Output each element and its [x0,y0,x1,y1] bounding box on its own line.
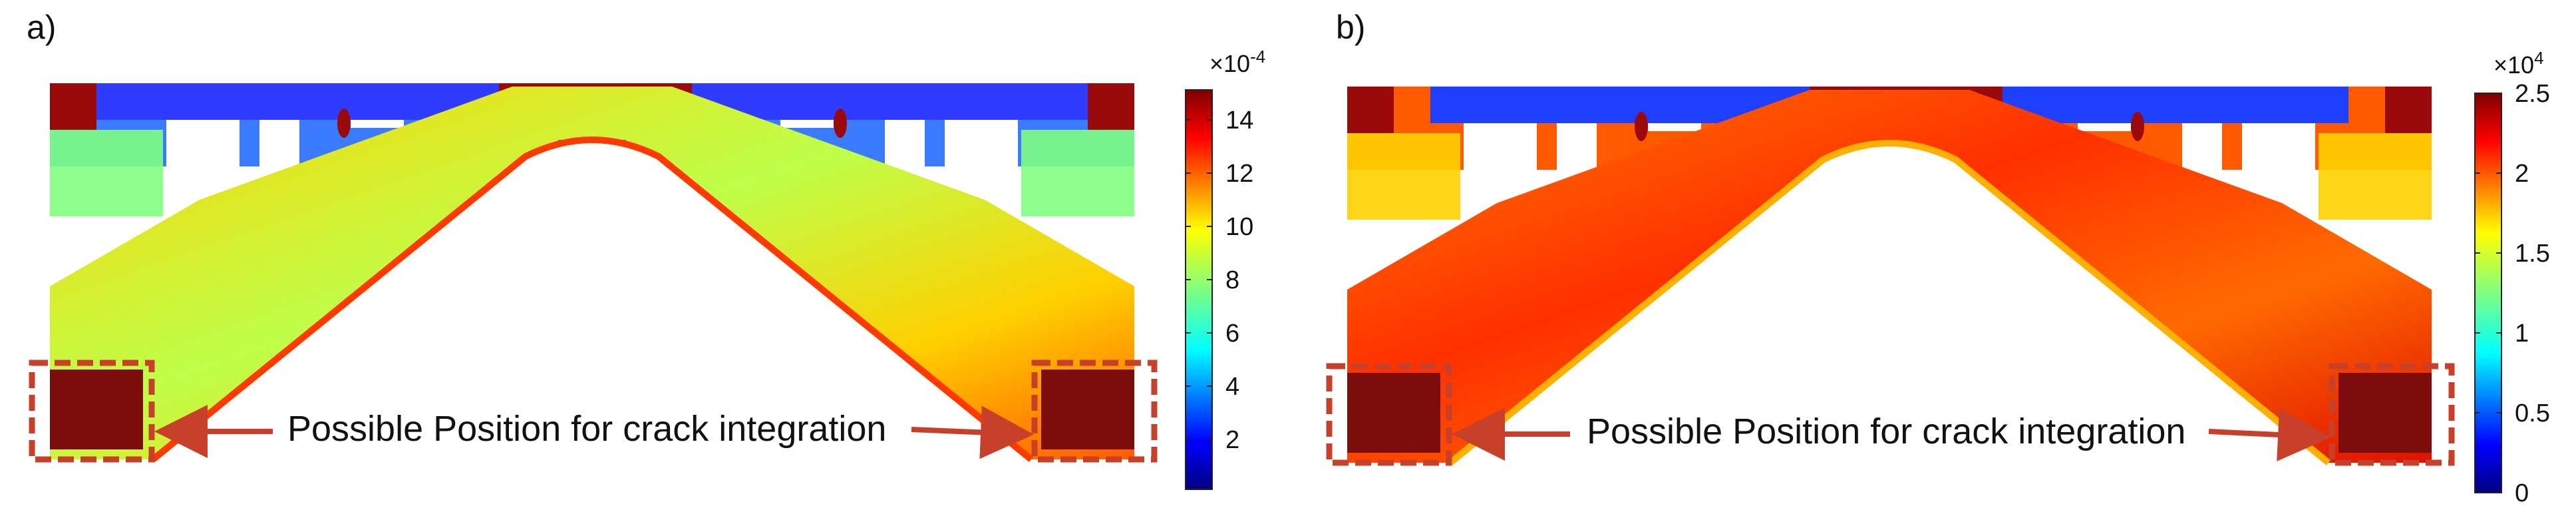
crack-slit-left-b [1635,112,1648,141]
crack-region-box-left-b [1326,363,1452,466]
diagonal-legs-b [1347,90,2432,463]
corner-hotspot-left-a [50,370,143,449]
colorbar-scale-a: ×10-4 [1209,47,1265,77]
colorbar-tick-label: 8 [1225,266,1239,294]
structure-a [50,83,1134,462]
structure-b [1347,87,2432,465]
colorbar-tick-label: 2.5 [2515,80,2550,108]
annotation-text-b: Possible Position for crack integration [1587,411,2185,451]
crack-slit-left-a [337,109,351,138]
crack-region-box-right-b [2329,363,2455,466]
colorbar-b: ×104 2.5 2 1.5 1 0.5 0 [2474,48,2550,507]
diagonal-legs-a [50,87,1134,459]
colorbar-tick-label: 1.5 [2515,240,2550,268]
colorbar-gradient-b [2474,93,2502,493]
colorbar-tick-label: 12 [1225,160,1253,188]
crack-slit-right-b [2131,112,2144,141]
corner-hotspot-right-a [1041,370,1134,449]
colorbar-tick-label: 14 [1225,107,1253,134]
crack-region-box-right-a [1031,360,1158,463]
corner-hotspot-right-b [2338,373,2432,453]
colorbar-tick-label: 10 [1225,213,1253,241]
panel-b-label: b) [1336,9,1365,46]
panel-b: b) Possi [1326,9,2550,507]
colorbar-tick-label: 4 [1225,373,1239,401]
colorbar-scale-b: ×104 [2494,48,2544,79]
colorbar-tick-label: 2 [1225,426,1239,454]
colorbar-tick-label: 0 [2515,479,2529,507]
colorbar-tick-label: 6 [1225,320,1239,348]
annotation-text-a: Possible Position for crack integration [287,409,886,449]
colorbar-tick-label: 2 [2515,160,2529,188]
panel-a: a) [27,9,1265,490]
crack-region-box-left-a [29,360,155,463]
arrow-right-a [911,405,1034,459]
panel-a-label: a) [27,9,56,46]
crack-slit-right-a [834,109,847,138]
colorbar-tick-label: 1 [2515,320,2529,348]
colorbar-a: ×10-4 14 12 10 8 6 4 2 [1185,47,1265,490]
arrow-right-b [2208,408,2331,461]
corner-hotspot-left-b [1347,373,1440,453]
colorbar-tick-label: 0.5 [2515,399,2550,427]
colorbar-gradient-a [1185,89,1213,490]
